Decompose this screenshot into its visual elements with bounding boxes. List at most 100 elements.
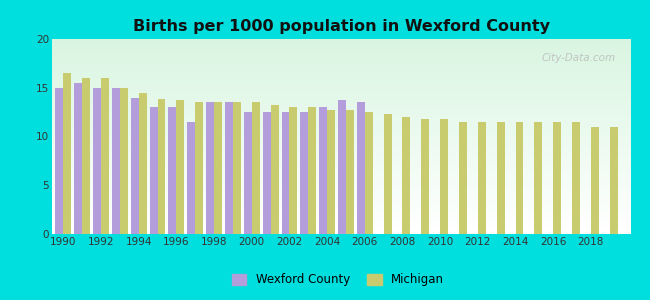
- Bar: [52, 157, 630, 158]
- Bar: [52, 69, 630, 70]
- Bar: [52, 71, 630, 72]
- Bar: [52, 210, 630, 211]
- Bar: [52, 100, 630, 101]
- Bar: [93, 88, 101, 234]
- Bar: [52, 85, 630, 86]
- Bar: [534, 122, 542, 234]
- Bar: [52, 214, 630, 215]
- Bar: [52, 179, 630, 180]
- Bar: [52, 125, 630, 126]
- Bar: [52, 130, 630, 131]
- Bar: [195, 102, 203, 234]
- Bar: [214, 102, 222, 234]
- Bar: [52, 152, 630, 153]
- Bar: [52, 226, 630, 227]
- Bar: [52, 232, 630, 233]
- Bar: [52, 165, 630, 166]
- Bar: [52, 52, 630, 53]
- Bar: [52, 88, 630, 89]
- Bar: [52, 78, 630, 79]
- Bar: [52, 146, 630, 147]
- Bar: [52, 51, 630, 52]
- Bar: [52, 107, 630, 108]
- Bar: [52, 198, 630, 199]
- Bar: [52, 49, 630, 50]
- Bar: [52, 213, 630, 214]
- Bar: [52, 223, 630, 224]
- Bar: [421, 119, 429, 234]
- Bar: [52, 111, 630, 112]
- Bar: [52, 80, 630, 81]
- Bar: [52, 215, 630, 217]
- Bar: [168, 107, 176, 234]
- Bar: [52, 115, 630, 116]
- Bar: [497, 122, 504, 234]
- Text: City-Data.com: City-Data.com: [542, 52, 616, 63]
- Bar: [138, 93, 147, 234]
- Bar: [52, 160, 630, 161]
- Bar: [52, 164, 630, 165]
- Bar: [52, 110, 630, 111]
- Bar: [52, 196, 630, 197]
- Bar: [52, 79, 630, 80]
- Bar: [52, 171, 630, 172]
- Bar: [553, 122, 561, 234]
- Bar: [157, 99, 166, 234]
- Bar: [150, 107, 157, 234]
- Bar: [52, 154, 630, 155]
- Bar: [300, 112, 308, 234]
- Bar: [52, 70, 630, 71]
- Bar: [52, 227, 630, 228]
- Bar: [52, 54, 630, 55]
- Bar: [52, 195, 630, 196]
- Bar: [52, 156, 630, 157]
- Bar: [52, 178, 630, 179]
- Bar: [52, 194, 630, 195]
- Bar: [52, 162, 630, 163]
- Bar: [52, 112, 630, 113]
- Bar: [357, 102, 365, 234]
- Bar: [52, 72, 630, 73]
- Bar: [52, 205, 630, 206]
- Bar: [52, 231, 630, 232]
- Bar: [346, 110, 354, 234]
- Bar: [52, 126, 630, 127]
- Bar: [82, 78, 90, 234]
- Bar: [52, 76, 630, 77]
- Bar: [52, 82, 630, 83]
- Bar: [52, 91, 630, 92]
- Bar: [52, 109, 630, 110]
- Bar: [225, 102, 233, 234]
- Bar: [52, 225, 630, 226]
- Bar: [52, 140, 630, 141]
- Bar: [52, 119, 630, 120]
- Bar: [52, 158, 630, 159]
- Title: Births per 1000 population in Wexford County: Births per 1000 population in Wexford Co…: [133, 19, 550, 34]
- Bar: [52, 153, 630, 154]
- Bar: [52, 43, 630, 44]
- Bar: [52, 207, 630, 208]
- Bar: [52, 203, 630, 204]
- Bar: [52, 116, 630, 117]
- Bar: [52, 190, 630, 191]
- Bar: [52, 118, 630, 119]
- Bar: [52, 41, 630, 42]
- Bar: [52, 168, 630, 169]
- Bar: [365, 112, 372, 234]
- Bar: [52, 84, 630, 85]
- Bar: [52, 148, 630, 149]
- Bar: [52, 184, 630, 185]
- Bar: [52, 132, 630, 133]
- Bar: [52, 59, 630, 60]
- Bar: [52, 159, 630, 160]
- Bar: [402, 117, 410, 234]
- Bar: [319, 107, 327, 234]
- Bar: [52, 75, 630, 76]
- Bar: [52, 199, 630, 200]
- Bar: [52, 161, 630, 162]
- Bar: [52, 73, 630, 74]
- Bar: [52, 66, 630, 67]
- Bar: [252, 102, 259, 234]
- Bar: [52, 136, 630, 137]
- Bar: [610, 127, 617, 234]
